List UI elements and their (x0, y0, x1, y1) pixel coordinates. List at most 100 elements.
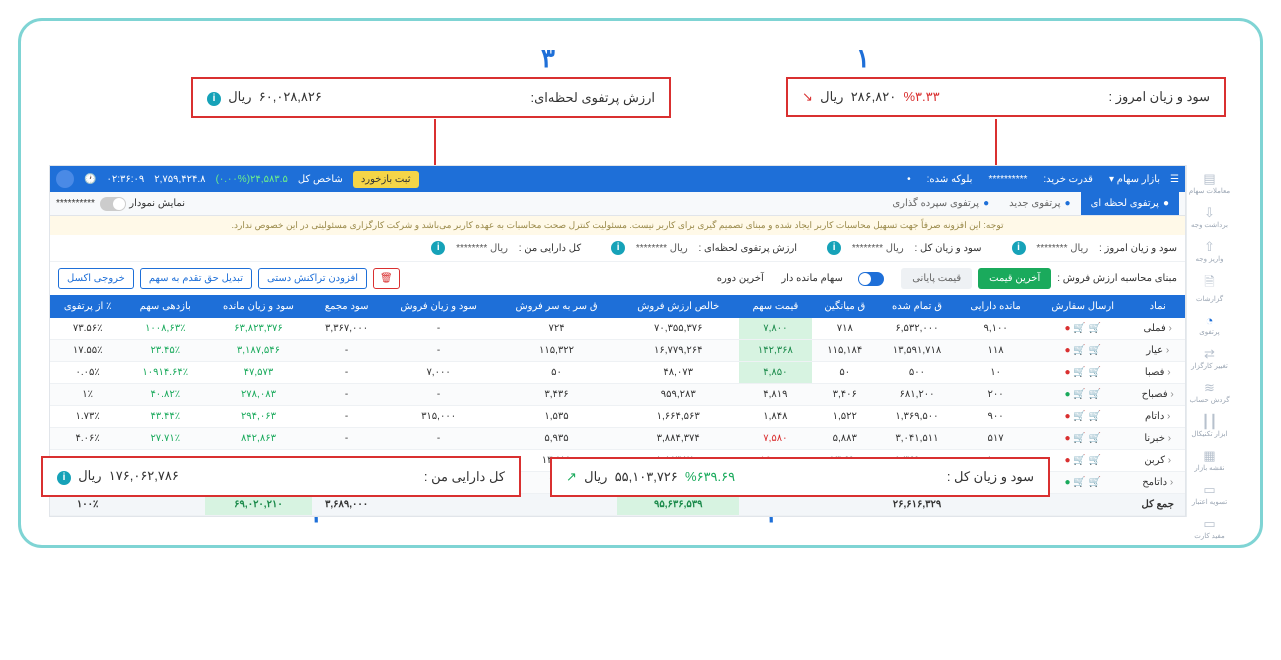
export-excel-button[interactable]: خروجی اکسل (58, 268, 134, 289)
info-icon[interactable]: i (1012, 241, 1026, 255)
table-header-cell[interactable]: ق سر به سر فروش (496, 295, 618, 318)
add-transaction-button[interactable]: افزودن تراکنش دستی (258, 268, 367, 289)
cart-buy-icon[interactable]: 🛒 (1089, 367, 1101, 378)
table-cell: ۵۰۰ (878, 362, 956, 384)
chevron-icon[interactable]: ‹ (1170, 477, 1173, 488)
hidden-stars: ********** (56, 198, 95, 209)
hamburger-icon[interactable]: ☰ (1170, 174, 1179, 185)
remaining-label: سهام مانده دار (781, 273, 843, 284)
tab-live-portfolio[interactable]: پرتفوی لحظه ای (1081, 192, 1179, 215)
tabbar: پرتفوی لحظه ای پرتفوی جدید پرتفوی سپرده … (50, 192, 1185, 216)
table-cell: ۲۹۴,۰۶۳ (205, 406, 311, 428)
delete-button[interactable]: 🗑 (373, 268, 400, 289)
sidebar-item-reports[interactable]: 🗎گزارشات (1196, 273, 1223, 303)
sum-assets-label: کل دارایی من : (519, 243, 581, 254)
sidebar-item-card[interactable]: ▭مفید کارت (1194, 516, 1224, 540)
today-pl-pct: %۳.۳۳ (903, 89, 939, 104)
table-cell: ۱٪ (50, 384, 125, 406)
sidebar-item-broker[interactable]: ⇄تغییر کارگزار (1191, 346, 1228, 370)
cart-sell-icon[interactable]: 🛒 (1073, 367, 1085, 378)
cart-buy-icon[interactable]: 🛒 (1089, 389, 1101, 400)
table-row: ‹ داتام🛒 🛒 ●۹۰۰۱,۳۶۹,۵۰۰۱,۵۲۲۱,۸۴۸۱,۶۶۴,… (50, 406, 1185, 428)
table-cell: ۵۰ (812, 362, 878, 384)
table-cell: 🛒 🛒 ● (1035, 428, 1130, 450)
chevron-icon[interactable]: ‹ (1170, 389, 1173, 400)
sidebar-item-deposit[interactable]: ⇧واریز وجه (1196, 239, 1224, 263)
table-cell: ۳,۰۴۱,۵۱۱ (878, 428, 956, 450)
table-header-cell[interactable]: قیمت سهم (739, 295, 812, 318)
total-pl-unit: ریال (584, 469, 607, 484)
cart-buy-icon[interactable]: 🛒 (1089, 455, 1101, 466)
table-footer-cell: جمع کل (1130, 494, 1185, 516)
pill-final-price[interactable]: قیمت پایانی (901, 268, 972, 289)
table-row: ‹ فملی🛒 🛒 ●۹,۱۰۰۶,۵۳۲,۰۰۰۷۱۸۷,۸۰۰۷۰,۳۵۵,… (50, 318, 1185, 340)
convert-rights-button[interactable]: تبدیل حق تقدم به سهم (140, 268, 252, 289)
table-header-cell[interactable]: مانده دارایی (956, 295, 1035, 318)
cart-buy-icon[interactable]: 🛒 (1089, 477, 1101, 488)
cart-sell-icon[interactable]: 🛒 (1073, 411, 1085, 422)
table-header-cell[interactable]: سود مجمع (312, 295, 382, 318)
table-cell: ۷,۸۰۰ (739, 318, 812, 340)
toggle-remaining[interactable] (858, 272, 884, 286)
info-icon[interactable]: i (611, 241, 625, 255)
cart-sell-icon[interactable]: 🛒 (1073, 389, 1085, 400)
callout-number-1: ۱ (856, 43, 870, 74)
index-main: ۲,۷۵۹,۴۲۴.۸ (154, 174, 205, 185)
sidebar-item-turnover[interactable]: ≋گردش حساب (1189, 380, 1229, 404)
table-header-cell[interactable]: ق تمام شده (878, 295, 956, 318)
table-cell: ۷۲۴ (496, 318, 618, 340)
chevron-icon[interactable]: ‹ (1169, 323, 1172, 334)
clock-value: ۰۲:۳۶:۰۹ (106, 174, 144, 185)
chevron-icon[interactable]: ‹ (1168, 455, 1171, 466)
cart-buy-icon[interactable]: 🛒 (1089, 345, 1101, 356)
chart-toggle-inner[interactable] (100, 197, 126, 211)
tab-depository-portfolio[interactable]: پرتفوی سپرده گذاری (882, 192, 999, 215)
table-cell: ۶۸۱,۲۰۰ (878, 384, 956, 406)
info-icon[interactable]: i (207, 92, 221, 106)
feedback-button[interactable]: ثبت بازخورد (353, 171, 419, 188)
table-header-cell[interactable]: ٪ از پرتفوی (50, 295, 125, 318)
sidebar-item-portfolio[interactable]: ◔پرتفوی (1199, 313, 1219, 336)
table-header-cell[interactable]: نماد (1130, 295, 1185, 318)
table-header-cell[interactable]: بازدهی سهم (125, 295, 205, 318)
cart-sell-icon[interactable]: 🛒 (1073, 477, 1085, 488)
table-cell: ۱۰۹۱۴.۶۴٪ (125, 362, 205, 384)
table-cell: 🛒 🛒 ● (1035, 340, 1130, 362)
table-cell: ۱,۶۶۴,۵۶۳ (617, 406, 739, 428)
pill-last-price[interactable]: آخرین قیمت (978, 268, 1051, 289)
market-dropdown[interactable]: بازار سهام ▾ (1109, 174, 1160, 185)
sidebar-item-credit[interactable]: ▭تسویه اعتبار (1192, 482, 1227, 506)
cart-buy-icon[interactable]: 🛒 (1089, 411, 1101, 422)
table-cell: - (382, 428, 496, 450)
tab-new-portfolio[interactable]: پرتفوی جدید (999, 192, 1080, 215)
chevron-icon[interactable]: ‹ (1166, 345, 1169, 356)
cart-sell-icon[interactable]: 🛒 (1073, 433, 1085, 444)
cart-buy-icon[interactable]: 🛒 (1089, 433, 1101, 444)
info-icon[interactable]: i (57, 471, 71, 485)
table-header-cell[interactable]: ق میانگین (812, 295, 878, 318)
info-icon[interactable]: i (827, 241, 841, 255)
cart-buy-icon[interactable]: 🛒 (1089, 323, 1101, 334)
sidebar-item-trades[interactable]: ▤معاملات سهام (1189, 171, 1230, 195)
cart-sell-icon[interactable]: 🛒 (1073, 323, 1085, 334)
chevron-icon[interactable]: ‹ (1167, 411, 1170, 422)
sidebar-item-withdraw[interactable]: ⇩برداشت وجه (1191, 205, 1228, 229)
sidebar-item-technical[interactable]: ┃┃ابزار تکنیکال (1191, 414, 1227, 438)
table-header-cell[interactable]: سود و زیان فروش (382, 295, 496, 318)
chevron-icon[interactable]: ‹ (1168, 433, 1171, 444)
info-icon[interactable]: i (431, 241, 445, 255)
chevron-icon[interactable]: ‹ (1167, 367, 1170, 378)
table-header-cell[interactable]: خالص ارزش فروش (617, 295, 739, 318)
table-cell: ۷۰,۳۵۵,۳۷۶ (617, 318, 739, 340)
avatar-icon[interactable] (56, 170, 74, 188)
table-header-cell[interactable]: ارسال سفارش (1035, 295, 1130, 318)
trend-down-icon: ↘ (802, 89, 813, 104)
cart-sell-icon[interactable]: 🛒 (1073, 345, 1085, 356)
table-cell: ۲۷.۷۱٪ (125, 428, 205, 450)
sidebar-item-map[interactable]: ▦نقشه بازار (1194, 448, 1224, 472)
table-cell: ۴.۰۶٪ (50, 428, 125, 450)
table-cell: ۷,۵۸۰ (739, 428, 812, 450)
cart-sell-icon[interactable]: 🛒 (1073, 455, 1085, 466)
table-header-cell[interactable]: سود و زیان مانده (205, 295, 311, 318)
today-pl-val: ۲۸۶,۸۲۰ (851, 89, 897, 104)
